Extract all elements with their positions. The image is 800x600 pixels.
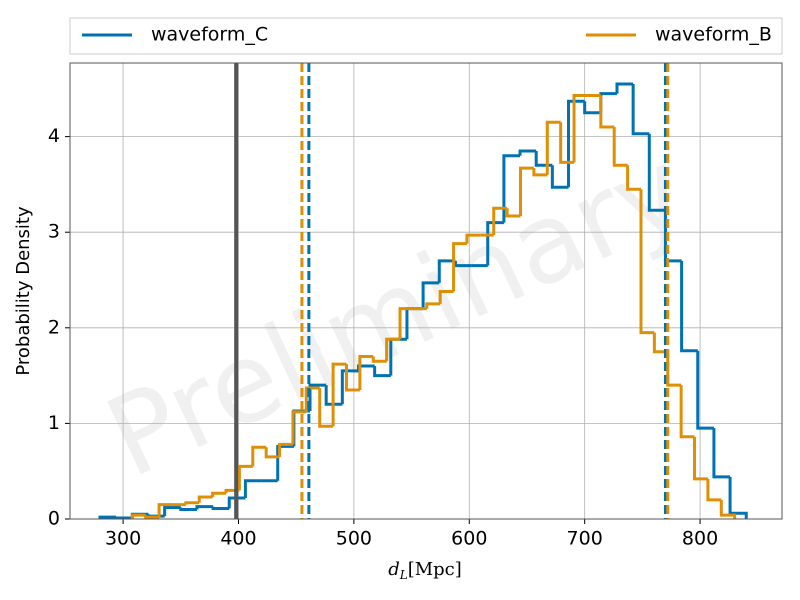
histogram-step [425,302,441,309]
histogram-step [612,127,628,167]
histogram-step [211,491,227,498]
histogram-step [437,259,456,283]
histogram-step [421,281,440,309]
histogram-step [227,496,246,509]
histogram-step [237,464,253,491]
histogram-step [358,354,374,390]
histogram-step [532,168,548,177]
x-tick-label: 500 [336,528,372,550]
histogram-step [626,165,641,191]
histogram-step [492,206,508,236]
histogram-step [706,478,722,502]
histogram-step [438,289,454,304]
histogram-step [712,428,731,479]
histogram-step [304,386,320,412]
histogram-step [243,479,262,498]
legend-label: waveform_B [655,24,772,46]
legend-box [69,17,783,55]
y-tick-label: 0 [48,508,60,530]
histogram-step [647,133,666,212]
x-axis-label: dL[Mpc] [388,559,462,582]
histogram-step [276,444,294,481]
legend: waveform_C waveform_B [69,17,783,55]
x-tick-label: 600 [451,528,487,550]
histogram-step [679,385,695,439]
y-axis-label: Probability Density [13,206,34,376]
axes-frame [69,62,783,520]
histogram-step [572,94,588,163]
histogram-step [371,356,387,363]
histogram-step [719,499,737,519]
histogram-step [264,447,280,459]
histogram-step [211,506,230,510]
histogram-step [331,362,347,427]
histogram-step [631,84,650,136]
histogram-step [144,515,160,519]
histogram-step [615,82,634,94]
histogram-step [291,410,307,445]
histogram-step [130,513,146,519]
histogram-step [385,337,401,362]
histogram-step [197,495,213,503]
histogram-step [453,260,472,268]
x-label-sub: L [399,568,408,582]
histogram-step [98,515,117,519]
legend-label: waveform_C [151,24,268,46]
histogram-step [340,369,359,405]
histogram-step [179,507,197,511]
histogram-step [398,307,414,340]
y-tick-label: 4 [48,125,60,147]
x-tick-label: 800 [682,528,718,550]
histogram-step [639,189,655,335]
histogram-step [195,505,214,510]
x-label-var: d [388,559,400,580]
histogram-step [318,388,334,428]
histogram-step [452,242,467,292]
histogram-step [114,516,133,520]
histogram-step [545,120,561,175]
histogram-step [184,501,200,505]
histogram-step [693,436,708,481]
histogram-step [559,122,575,164]
histogram-step [344,364,360,392]
histogram-step [251,445,267,467]
histogram-step [518,149,537,156]
histogram-step [696,350,714,430]
histogram-step [680,260,698,353]
x-tick-label: 700 [567,528,603,550]
histogram-step [728,476,748,519]
x-label-unit: [Mpc] [408,559,462,580]
histogram-step [550,165,569,189]
y-tick-label: 2 [48,316,60,338]
histogram-step [599,95,615,129]
histogram-step [567,99,585,188]
histogram-step [324,385,343,406]
histogram-step [163,506,181,517]
x-tick-label: 400 [220,528,256,550]
histogram-step [652,332,668,354]
x-tick-label: 300 [105,528,141,550]
histogram-step [486,221,504,266]
histogram-step [157,503,173,518]
histogram-step [502,154,521,223]
histogram-step [465,233,481,244]
histogram-step [583,101,601,115]
histogram-step [278,442,293,457]
y-tick-label: 3 [48,221,60,243]
histogram-step [505,208,521,218]
histogram-step [519,166,534,216]
y-tick-label: 1 [48,412,60,434]
histogram-step [373,366,391,378]
